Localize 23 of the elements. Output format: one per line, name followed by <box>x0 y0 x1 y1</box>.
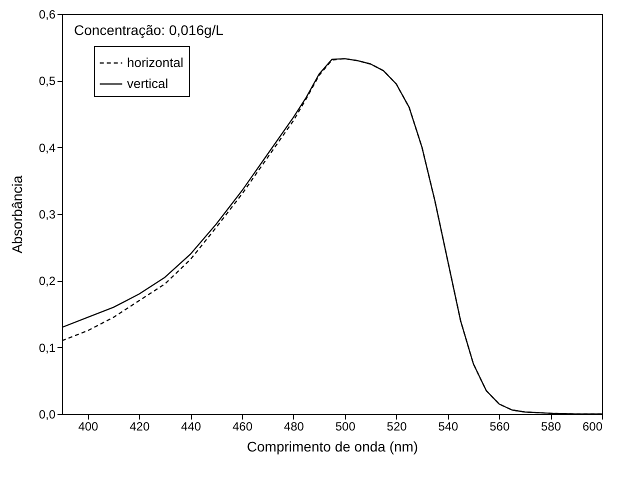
y-tick-label: 0,3 <box>38 208 56 222</box>
y-tick-label: 0,0 <box>38 408 56 422</box>
x-tick-label: 460 <box>232 420 253 434</box>
x-tick-label: 420 <box>130 420 150 434</box>
x-tick-label: 520 <box>386 420 408 434</box>
x-tick-label: 500 <box>335 420 356 434</box>
legend-label: vertical <box>127 76 168 91</box>
y-axis-title: Absorbância <box>8 175 25 254</box>
annotation: Concentração: 0,016g/L <box>74 22 224 38</box>
y-tick-label: 0,4 <box>38 140 56 155</box>
x-tick-label: 400 <box>78 420 99 434</box>
x-tick-label: 480 <box>284 420 304 434</box>
y-tick-label: 0,1 <box>38 340 56 355</box>
x-tick-label: 580 <box>541 420 562 434</box>
y-tick-label: 0,5 <box>38 74 56 88</box>
x-axis-title: Comprimento de onda (nm) <box>246 438 418 454</box>
x-tick-label: 540 <box>438 420 459 434</box>
x-tick-label: 560 <box>490 420 510 434</box>
x-tick-label: 440 <box>181 420 202 434</box>
y-tick-label: 0,2 <box>38 274 56 288</box>
y-tick-label: 0,6 <box>38 8 56 22</box>
x-tick-label: 600 <box>582 420 603 434</box>
legend-label: horizontal <box>127 55 184 70</box>
